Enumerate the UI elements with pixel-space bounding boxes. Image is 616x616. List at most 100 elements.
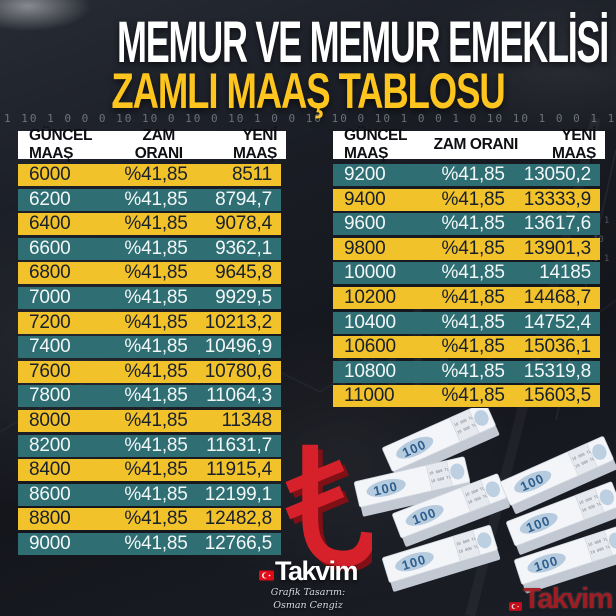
current-salary-cell: 10800 bbox=[344, 360, 396, 382]
turkish-lira-icon bbox=[285, 444, 372, 572]
money-bundle: 100 10 000 TL 10 000 TL bbox=[382, 408, 500, 480]
current-salary-cell: 7600 bbox=[29, 360, 71, 382]
raise-rate-cell: %41,85 bbox=[441, 164, 505, 185]
takvim-watermark: Takvim bbox=[509, 583, 613, 615]
raise-rate-cell: %41,85 bbox=[124, 483, 188, 505]
current-salary-cell: 7800 bbox=[29, 385, 71, 407]
current-salary-cell: 8200 bbox=[29, 434, 71, 456]
table-row: 6400 %41,85 9078,4 bbox=[18, 213, 281, 236]
new-salary-cell: 14752,4 bbox=[523, 311, 591, 333]
raise-rate-cell: %41,85 bbox=[124, 409, 188, 431]
table-row: 9800 %41,85 13901,3 bbox=[333, 237, 600, 260]
raise-rate-cell: %41,85 bbox=[124, 360, 188, 382]
table-row: 9000 %41,85 12766,5 bbox=[18, 532, 281, 555]
current-salary-cell: 8000 bbox=[29, 409, 71, 431]
credit-designer-name: Osman Cengiz bbox=[273, 599, 343, 611]
raise-rate-cell: %41,85 bbox=[441, 237, 505, 259]
current-salary-cell: 10000 bbox=[344, 262, 396, 284]
raise-rate-cell: %41,85 bbox=[124, 237, 188, 259]
raise-rate-cell: %41,85 bbox=[441, 262, 505, 284]
table-row: 7200 %41,85 10213,2 bbox=[18, 311, 281, 334]
table-row: 9400 %41,85 13333,9 bbox=[333, 188, 600, 211]
table-row: 7000 %41,85 9929,5 bbox=[18, 286, 281, 309]
raise-rate-cell: %41,85 bbox=[441, 188, 505, 210]
raise-rate-cell: %41,85 bbox=[124, 385, 188, 407]
money-bundle: 100 10 000 TL 10 000 TL bbox=[500, 436, 616, 514]
new-salary-cell: 13050,2 bbox=[523, 164, 591, 185]
table-row: 6800 %41,85 9645,8 bbox=[18, 262, 281, 285]
new-salary-cell: 10780,6 bbox=[204, 360, 272, 382]
current-salary-cell: 6600 bbox=[29, 237, 71, 259]
salary-table-left: GÜNCEL MAAŞ ZAM ORANI YENİ MAAŞ 6000 %41,… bbox=[18, 127, 286, 558]
current-salary-cell: 11000 bbox=[344, 385, 395, 407]
current-salary-cell: 8600 bbox=[29, 483, 71, 505]
table-header-row: GÜNCEL MAAŞ ZAM ORANI YENİ MAAŞ bbox=[18, 127, 286, 162]
table-row: 6200 %41,85 8794,7 bbox=[18, 188, 281, 211]
new-salary-cell: 9362,1 bbox=[215, 237, 272, 259]
new-salary-cell: 15036,1 bbox=[523, 336, 591, 358]
new-salary-cell: 13901,3 bbox=[523, 237, 591, 259]
new-salary-cell: 15603,5 bbox=[523, 385, 591, 407]
bundle-band-label: 10 000 TL bbox=[455, 536, 477, 547]
table-row: 7400 %41,85 10496,9 bbox=[18, 336, 281, 359]
raise-rate-cell: %41,85 bbox=[124, 434, 188, 456]
raise-rate-cell: %41,85 bbox=[124, 262, 188, 284]
current-salary-cell: 9000 bbox=[29, 532, 71, 554]
banknote-value: 100 bbox=[400, 552, 428, 574]
raise-rate-cell: %41,85 bbox=[124, 532, 188, 554]
table-row: 8000 %41,85 11348 bbox=[18, 409, 281, 432]
new-salary-cell: 12766,5 bbox=[204, 532, 272, 554]
takvim-logo: Takvim Grafik Tasarım: Osman Cengiz bbox=[252, 558, 364, 613]
raise-rate-cell: %41,85 bbox=[124, 188, 188, 210]
title-line-2: ZAMLI MAAŞ TABLOSU bbox=[111, 63, 505, 119]
column-header-raise-rate: ZAM ORANI bbox=[134, 127, 183, 162]
table-row: 8400 %41,85 11915,4 bbox=[18, 459, 281, 482]
current-salary-cell: 8400 bbox=[29, 459, 71, 481]
new-salary-cell: 9645,8 bbox=[215, 262, 272, 284]
current-salary-cell: 9800 bbox=[344, 237, 386, 259]
money-bundle: 100 10 000 TL 10 000 TL bbox=[514, 525, 616, 594]
current-salary-cell: 7400 bbox=[29, 336, 71, 358]
new-salary-cell: 14468,7 bbox=[523, 286, 591, 308]
money-bundle: 100 10 000 TL 10 000 TL bbox=[382, 525, 501, 592]
current-salary-cell: 9400 bbox=[344, 188, 386, 210]
new-salary-cell: 13333,9 bbox=[523, 188, 591, 210]
table-right-rows: 9200 %41,85 13050,2 9400 %41,85 13333,9 9600 %4… bbox=[333, 164, 605, 408]
money-bundle: 100 10 000 TL 10 000 TL bbox=[353, 456, 472, 517]
money-bundle: 100 10 000 TL 10 000 TL bbox=[506, 481, 616, 555]
current-salary-cell: 9200 bbox=[344, 164, 386, 185]
table-row: 11000 %41,85 15603,5 bbox=[333, 385, 600, 408]
money-bundle: 100 10 000 TL 10 000 TL bbox=[392, 473, 510, 547]
table-row: 10000 %41,85 14185 bbox=[333, 262, 600, 285]
takvim-watermark-text: Takvim bbox=[523, 583, 613, 615]
column-header-current-salary: GÜNCEL MAAŞ bbox=[344, 127, 407, 162]
raise-rate-cell: %41,85 bbox=[124, 508, 188, 530]
current-salary-cell: 6200 bbox=[29, 188, 71, 210]
new-salary-cell: 14185 bbox=[539, 262, 591, 284]
new-salary-cell: 11631,7 bbox=[206, 434, 272, 456]
new-salary-cell: 8511 bbox=[231, 164, 272, 185]
column-header-raise-rate: ZAM ORANI bbox=[433, 136, 519, 153]
table-row: 8600 %41,85 12199,1 bbox=[18, 483, 281, 506]
new-salary-cell: 8794,7 bbox=[215, 188, 272, 210]
table-row: 7800 %41,85 11064,3 bbox=[18, 385, 281, 408]
raise-rate-cell: %41,85 bbox=[124, 459, 188, 481]
salary-table-right: GÜNCEL MAAŞ ZAM ORANI YENİ MAAŞ 9200 %41,… bbox=[333, 127, 605, 410]
new-salary-cell: 10213,2 bbox=[204, 311, 272, 333]
current-salary-cell: 7200 bbox=[29, 311, 71, 333]
current-salary-cell: 6000 bbox=[29, 164, 71, 185]
new-salary-cell: 11064,3 bbox=[206, 385, 272, 407]
turkish-flag-icon bbox=[258, 570, 274, 581]
raise-rate-cell: %41,85 bbox=[441, 360, 505, 382]
table-row: 10400 %41,85 14752,4 bbox=[333, 311, 600, 334]
new-salary-cell: 15319,8 bbox=[523, 360, 591, 382]
raise-rate-cell: %41,85 bbox=[441, 213, 505, 235]
bundle-band-label: 10 000 TL bbox=[428, 466, 450, 476]
raise-rate-cell: %41,85 bbox=[441, 311, 505, 333]
current-salary-cell: 8800 bbox=[29, 508, 71, 530]
table-left-rows: 6000 %41,85 8511 6200 %41,85 8794,7 6400 %41,85… bbox=[18, 164, 286, 555]
column-header-new-salary: YENİ MAAŞ bbox=[232, 127, 277, 162]
new-salary-cell: 11915,4 bbox=[206, 459, 272, 481]
column-header-new-salary: YENİ MAAŞ bbox=[551, 127, 596, 162]
table-row: 10800 %41,85 15319,8 bbox=[333, 360, 600, 383]
